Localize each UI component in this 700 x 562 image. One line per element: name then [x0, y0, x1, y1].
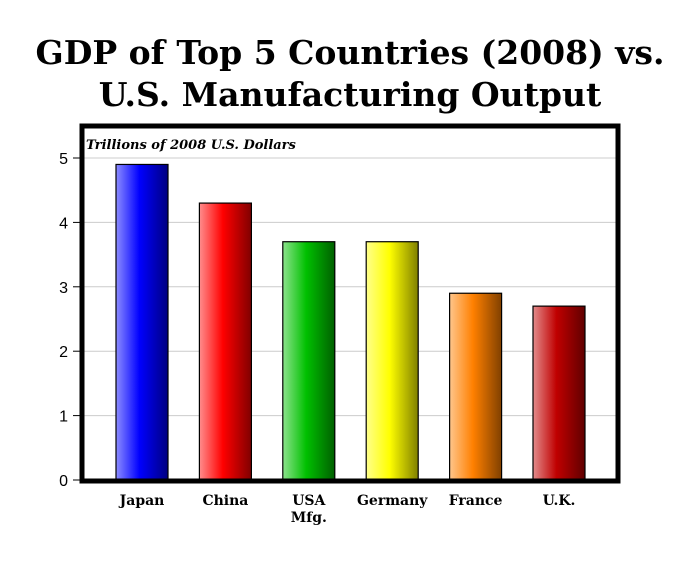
- x-category-label: USA: [292, 493, 326, 509]
- bar-usa-mfg: [282, 241, 336, 481]
- y-tick-label: 4: [59, 215, 68, 232]
- bar-france: [449, 292, 503, 481]
- bar-china: [198, 202, 252, 481]
- x-category-label: France: [449, 493, 503, 509]
- y-tick-label: 0: [59, 473, 68, 490]
- bar-u-k: [532, 305, 586, 481]
- bar-japan: [115, 163, 169, 481]
- x-category-label: Germany: [357, 493, 428, 509]
- x-category-label: Japan: [118, 493, 165, 509]
- x-category-label: U.K.: [543, 493, 576, 509]
- y-tick-label: 5: [59, 151, 68, 168]
- x-category-label: China: [202, 493, 248, 509]
- y-tick-label: 3: [59, 280, 68, 297]
- bar-germany: [365, 241, 419, 481]
- y-axis-unit-label: Trillions of 2008 U.S. Dollars: [86, 138, 297, 153]
- x-category-label: Mfg.: [291, 510, 327, 526]
- y-tick-label: 2: [59, 344, 68, 361]
- y-tick-label: 1: [59, 409, 68, 426]
- plot-frame: [79, 123, 621, 484]
- chart-title-line-2: U.S. Manufacturing Output: [99, 75, 602, 114]
- chart-title-line-1: GDP of Top 5 Countries (2008) vs.: [36, 33, 665, 72]
